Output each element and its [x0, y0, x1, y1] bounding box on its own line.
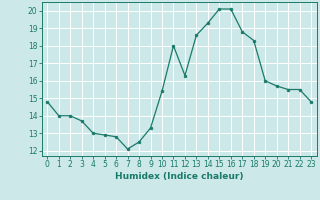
X-axis label: Humidex (Indice chaleur): Humidex (Indice chaleur) — [115, 172, 244, 181]
